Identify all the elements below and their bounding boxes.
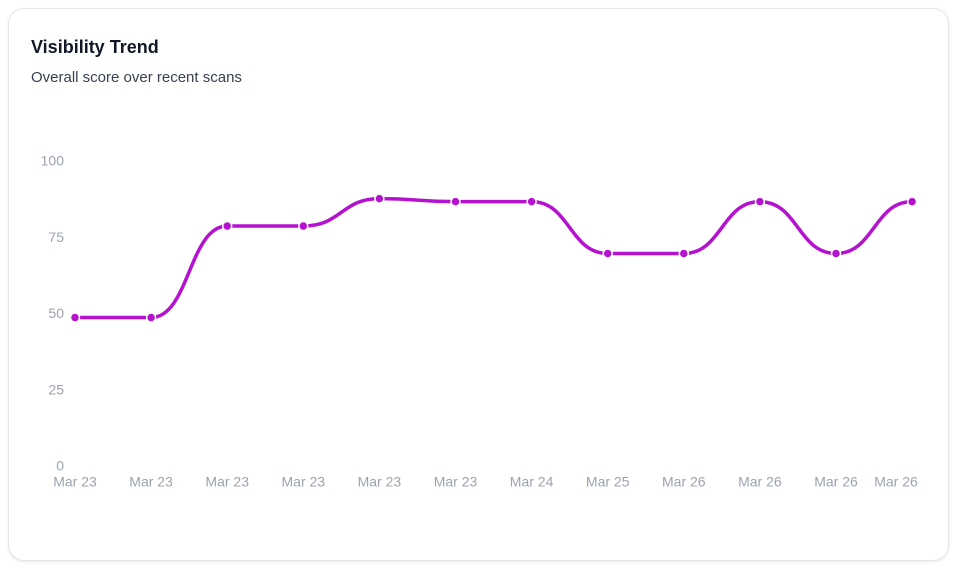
card: Visibility Trend Overall score over rece… (8, 8, 949, 561)
x-tick-label: Mar 26 (874, 474, 918, 490)
y-tick-label: 100 (41, 153, 65, 169)
y-tick-label: 25 (48, 381, 64, 397)
data-point (830, 248, 842, 259)
x-tick-label: Mar 23 (205, 474, 249, 490)
x-tick-label: Mar 26 (814, 474, 858, 490)
y-tick-label: 75 (48, 229, 64, 245)
data-point (69, 312, 81, 323)
card-title: Visibility Trend (31, 37, 159, 57)
x-tick-label: Mar 25 (586, 474, 630, 490)
data-point (221, 220, 233, 232)
data-point (450, 196, 461, 207)
x-tick-label: Mar 23 (129, 474, 173, 490)
data-point (374, 193, 385, 204)
data-point (754, 196, 766, 207)
x-tick-label: Mar 23 (282, 474, 326, 490)
card-subtitle: Overall score over recent scans (31, 69, 242, 86)
trend-line (73, 196, 914, 320)
data-point (145, 312, 157, 323)
data-point (298, 220, 309, 232)
data-point (602, 248, 613, 259)
y-tick-label: 0 (56, 458, 64, 474)
data-point (678, 248, 690, 259)
x-tick-label: Mar 26 (738, 474, 782, 490)
data-point (906, 196, 918, 207)
x-tick-label: Mar 24 (510, 474, 554, 490)
x-tick-label: Mar 23 (53, 474, 97, 490)
x-tick-label: Mar 23 (358, 474, 402, 490)
x-tick-label: Mar 23 (434, 474, 478, 490)
x-tick-label: Mar 26 (662, 474, 706, 490)
data-point (526, 196, 537, 207)
y-tick-label: 50 (48, 305, 64, 321)
